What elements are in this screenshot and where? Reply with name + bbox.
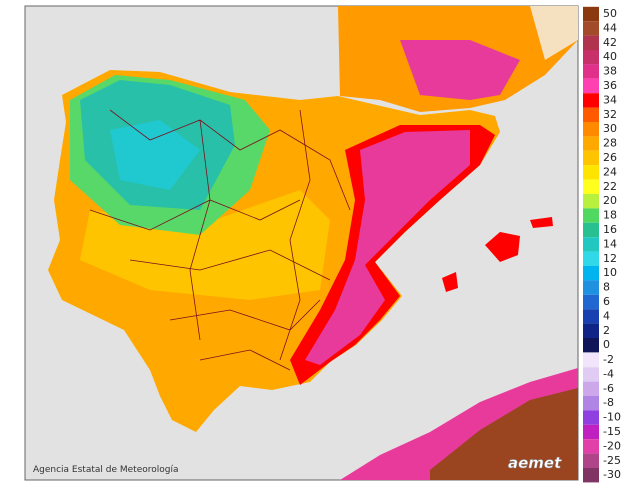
legend-swatch (583, 381, 599, 396)
legend-swatch (583, 439, 599, 454)
legend-label: -6 (603, 382, 614, 395)
legend-swatch (583, 165, 599, 180)
legend-swatch (583, 309, 599, 324)
legend-swatch (583, 136, 599, 151)
legend-label: 18 (603, 209, 617, 222)
legend-label: -10 (603, 411, 621, 424)
legend-label: 50 (603, 7, 617, 20)
legend-label: 28 (603, 137, 617, 150)
legend-label: -2 (603, 353, 614, 366)
legend-swatch (583, 222, 599, 238)
legend-swatch (583, 208, 599, 223)
legend-label: 14 (603, 237, 617, 250)
legend-label: 10 (603, 266, 617, 279)
legend-label: 36 (603, 79, 617, 92)
legend-swatch (583, 179, 599, 194)
legend-label: 4 (603, 309, 610, 322)
legend-swatch (583, 323, 599, 338)
menorca (530, 217, 553, 228)
legend-swatch (583, 280, 599, 295)
legend-swatch (583, 453, 599, 468)
legend-swatch (583, 21, 599, 36)
east-hot (305, 130, 470, 365)
legend-swatch (583, 50, 599, 65)
logo: aemet (508, 454, 562, 472)
legend-swatch (583, 64, 599, 79)
credit: Agencia Estatal de Meteorología (33, 465, 179, 475)
legend-swatch (583, 251, 599, 266)
africa-hot (430, 388, 578, 480)
legend-label: 8 (603, 281, 610, 294)
legend-swatch (583, 396, 599, 411)
legend-label: -15 (603, 425, 621, 438)
legend-swatch (583, 294, 599, 310)
legend-swatch (583, 93, 599, 108)
map (48, 6, 578, 480)
legend-label: 20 (603, 194, 617, 207)
legend-swatch (583, 150, 599, 166)
ibiza (442, 272, 458, 292)
legend-label: 12 (603, 252, 617, 265)
legend-swatch (583, 237, 599, 252)
legend-swatch (583, 194, 599, 209)
legend-swatch (583, 122, 599, 137)
legend-label: 40 (603, 50, 617, 63)
legend-label: 6 (603, 295, 610, 308)
legend-swatch (583, 352, 599, 368)
legend-label: 38 (603, 65, 617, 78)
legend-label: 2 (603, 324, 610, 337)
legend-label: -25 (603, 454, 621, 467)
legend-swatch (583, 107, 599, 122)
legend-label: 0 (603, 338, 610, 351)
legend-label: 34 (603, 93, 617, 106)
legend-label: 32 (603, 108, 617, 121)
legend-swatch (583, 35, 599, 50)
legend-swatch (583, 78, 599, 94)
legend-swatch (583, 367, 599, 382)
northwest-cold (110, 120, 200, 190)
legend-label: 44 (603, 21, 617, 34)
legend: 5044424038363432302826242220181614121086… (583, 6, 621, 483)
legend-label: -8 (603, 396, 614, 409)
legend-label: 22 (603, 180, 617, 193)
legend-label: 30 (603, 122, 617, 135)
legend-swatch (583, 266, 599, 281)
legend-label: 24 (603, 165, 617, 178)
legend-swatch (583, 410, 599, 425)
legend-label: -30 (603, 468, 621, 481)
alps (530, 6, 578, 60)
legend-label: -20 (603, 439, 621, 452)
legend-swatch (583, 338, 599, 353)
legend-label: -4 (603, 367, 614, 380)
legend-label: 42 (603, 36, 617, 49)
france-hot (400, 40, 520, 100)
legend-label: 26 (603, 151, 617, 164)
province-lines (89, 109, 351, 371)
legend-swatch (583, 468, 599, 483)
mallorca (485, 232, 520, 262)
legend-swatch (583, 424, 599, 440)
legend-label: 16 (603, 223, 617, 236)
legend-swatch (583, 6, 599, 22)
